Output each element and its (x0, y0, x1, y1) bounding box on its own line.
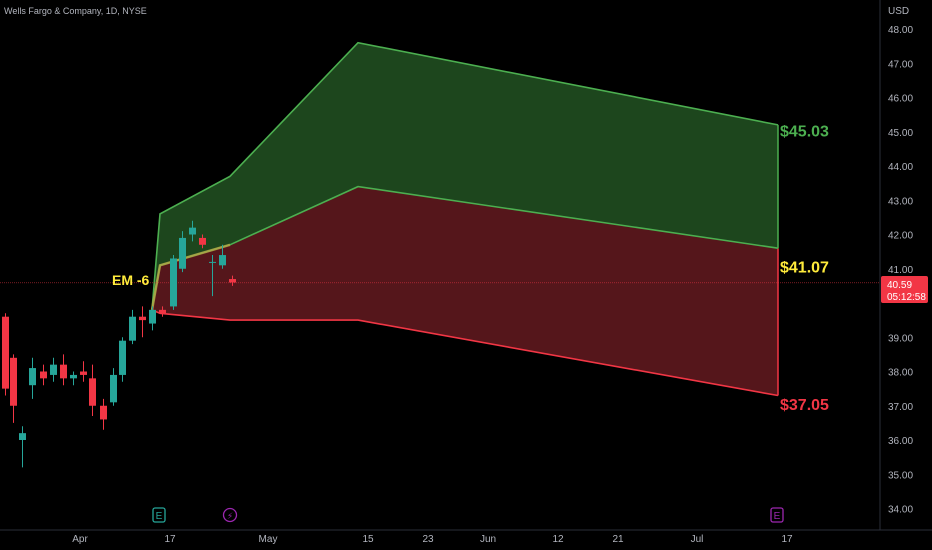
level-label: $41.07 (780, 259, 829, 276)
candle (199, 234, 206, 249)
event-markers: E ⚡ E (152, 507, 784, 523)
x-tick-label: 17 (164, 534, 176, 545)
y-tick-label: 45.00 (888, 128, 913, 139)
y-tick-label: 47.00 (888, 59, 913, 70)
x-tick-label: Apr (72, 534, 88, 545)
svg-text:E: E (774, 511, 781, 522)
y-axis[interactable]: USD 48.00 47.00 46.00 45.00 44.00 43.00 42.00 4… (879, 0, 913, 530)
y-tick-label: 42.00 (888, 231, 913, 242)
current-price-badge: 40.59 05:12:58 (881, 276, 928, 303)
candle (40, 364, 47, 386)
lower-band-line (151, 309, 779, 397)
y-tick-label: 35.00 (888, 470, 913, 481)
x-tick-label: 15 (362, 534, 374, 545)
x-tick-label: 12 (552, 534, 564, 545)
y-tick-label: 37.00 (888, 402, 913, 413)
chart-title: Wells Fargo & Company, 1D, NYSE (4, 6, 147, 16)
x-tick-label: 17 (781, 534, 793, 545)
projection-bands (150, 41, 779, 397)
candle (110, 368, 117, 406)
candle (179, 231, 186, 273)
level-labels: $45.03 $41.07 $37.05 (780, 124, 829, 414)
y-tick-label: 34.00 (888, 505, 913, 516)
x-tick-label: 23 (422, 534, 434, 545)
candle (170, 255, 177, 310)
candle (10, 354, 17, 423)
candle (189, 220, 196, 242)
currency-label: USD (888, 6, 909, 17)
candle (209, 255, 216, 297)
x-axis[interactable]: Apr 17 May 15 23 Jun 12 21 Jul 17 (0, 529, 932, 545)
candle (229, 275, 236, 286)
svg-text:E: E (156, 511, 163, 522)
y-tick-label: 39.00 (888, 333, 913, 344)
earnings-icon[interactable]: E (152, 507, 166, 523)
countdown-timer: 05:12:58 (887, 292, 926, 303)
candle (119, 337, 126, 382)
candle (29, 357, 36, 399)
candle (80, 361, 87, 382)
candle (219, 244, 226, 269)
y-tick-label: 44.00 (888, 162, 913, 173)
candle (60, 354, 67, 386)
upper-band-area (152, 42, 778, 310)
em-annotation: EM -6 (112, 272, 150, 288)
dividend-icon[interactable]: ⚡ (222, 507, 238, 523)
level-label: $37.05 (780, 397, 829, 414)
upper-band-line (151, 41, 779, 310)
candle (50, 357, 57, 382)
y-tick-label: 36.00 (888, 436, 913, 447)
x-tick-label: May (259, 534, 278, 545)
candle (2, 313, 9, 396)
candle (159, 306, 166, 317)
candle (100, 398, 107, 430)
current-price-value: 40.59 (887, 280, 912, 291)
candle (139, 306, 146, 338)
earnings-icon[interactable]: E (770, 507, 784, 523)
x-tick-label: Jul (691, 534, 704, 545)
level-label: $45.03 (780, 124, 829, 141)
y-tick-label: 41.00 (888, 265, 913, 276)
mid-band-highlight (150, 243, 231, 311)
candle (19, 426, 26, 468)
candles (2, 220, 236, 468)
svg-text:⚡: ⚡ (227, 512, 233, 522)
candle (70, 371, 77, 386)
y-tick-label: 46.00 (888, 94, 913, 105)
y-tick-label: 43.00 (888, 196, 913, 207)
y-tick-label: 48.00 (888, 25, 913, 36)
x-tick-label: 21 (612, 534, 624, 545)
candle (89, 364, 96, 417)
x-tick-label: Jun (480, 534, 496, 545)
y-tick-label: 38.00 (888, 368, 913, 379)
candle (129, 309, 136, 345)
lower-band-area (152, 186, 778, 396)
candle (149, 306, 156, 331)
